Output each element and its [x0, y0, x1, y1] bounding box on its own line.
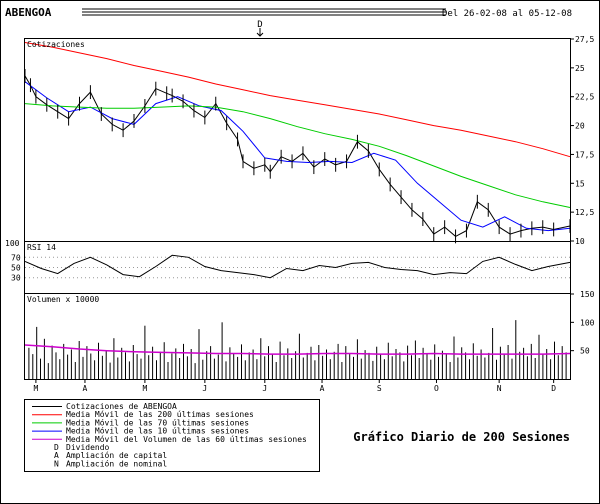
chart-subtitle: Gráfico Diario de 200 Sesiones [353, 430, 570, 444]
price-ytick-label: 20 [575, 122, 585, 131]
legend-label: Media Móvil de las 70 últimas sesiones [66, 417, 249, 427]
x-tick-label: N [497, 384, 502, 393]
price-ytick-label: 10 [575, 237, 585, 246]
price-ytick-label: 15 [575, 179, 585, 188]
legend-label: Ampliación de nominal [66, 458, 167, 468]
price-plot: 10 12,5 15 17,5 20 22,5 25 27,5 [24, 35, 594, 246]
x-tick-label: M [142, 384, 147, 393]
volume-panel-title: Volumen x 10000 [27, 295, 99, 304]
price-ytick-label: 27,5 [575, 35, 594, 44]
rsi-series-line [24, 254, 571, 279]
rsi-ytick-label: 70 [11, 253, 21, 262]
header-hatch [82, 8, 446, 16]
price-ytick-label: 25 [575, 64, 585, 73]
x-tick-label: J [202, 384, 207, 393]
price-panel-title: Cotizaciones [27, 40, 85, 49]
price-ytick-label: 22,5 [575, 93, 594, 102]
legend-symbol: A [54, 451, 59, 460]
legend-label: Media Móvil de las 200 últimas sesiones [66, 409, 254, 419]
price-ytick-label: 12,5 [575, 208, 594, 217]
x-tick-label: S [377, 384, 382, 393]
date-range: Del 26-02-08 al 05-12-08 [442, 9, 572, 19]
legend-symbol: D [54, 443, 59, 452]
rsi-top-label: 100 [5, 239, 20, 248]
price-series-line [24, 103, 571, 208]
volume-ma-line [24, 344, 571, 355]
legend-label: Dividendo [66, 443, 110, 452]
volume-ytick-label: 150 [580, 290, 595, 299]
x-tick-label: J [262, 384, 267, 393]
dividend-marker: D [257, 20, 262, 30]
volume-plot: 50 100 150 [24, 290, 595, 379]
volume-ytick-label: 100 [580, 318, 595, 327]
x-tick-label: O [434, 384, 439, 393]
price-series-line [24, 81, 571, 232]
rsi-ytick-label: 30 [11, 274, 21, 283]
price-series-line [24, 42, 571, 158]
ticker-title: ABENGOA [5, 6, 52, 19]
price-ytick-label: 17,5 [575, 150, 594, 159]
legend-label: Media Móvil del Volumen de las 60 última… [66, 434, 307, 444]
legend-label: Ampliación de capital [66, 450, 167, 460]
rsi-ytick-label: 50 [11, 264, 21, 273]
x-tick-label: A [320, 384, 325, 393]
x-tick-label: A [83, 384, 88, 393]
legend-symbol: N [54, 459, 59, 468]
legend-label: Media Móvil de las 10 últimas sesiones [66, 426, 249, 436]
dividend-arrow-icon [256, 28, 264, 37]
volume-panel [24, 293, 571, 380]
legend-label: Cotizaciones de ABENGOA [66, 402, 177, 411]
legend-box [24, 399, 320, 472]
x-tick-label: M [33, 384, 38, 393]
volume-ytick-label: 50 [580, 347, 590, 356]
rsi-panel-title: RSI 14 [27, 243, 56, 252]
x-tick-label: D [551, 384, 556, 393]
